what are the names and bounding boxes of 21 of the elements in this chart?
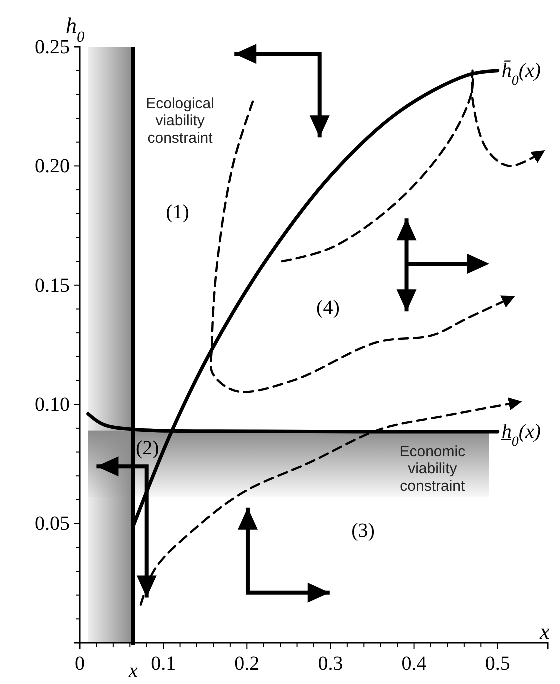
x-tick-label: 0.3 (318, 653, 344, 675)
y-tick-label: 0.05 (35, 513, 70, 536)
series-label: h̄$_{0}$(x) (502, 60, 542, 88)
x-tick-label: 0.2 (234, 653, 260, 675)
y-tick-label: 0.20 (35, 156, 70, 178)
annotation: (4) (316, 296, 340, 319)
annotation: Ecological viability constraint (146, 95, 214, 147)
ref-line-label: x (128, 660, 138, 682)
annotation: (2) (136, 438, 160, 460)
x-tick-label: 0.4 (402, 653, 427, 675)
y-tick-label: 0.15 (35, 274, 70, 297)
x-tick-label: 0 (75, 653, 85, 675)
y-tick-label: 0.10 (35, 394, 70, 416)
annotation: Economic viability constraint (400, 443, 466, 495)
annotation: (1) (166, 201, 190, 224)
x-tick-label: 0.5 (485, 653, 510, 675)
x-axis-title: x (539, 619, 550, 644)
x-tick-label: 0.1 (151, 653, 176, 675)
series-label: h̲$_{0}$(x) (500, 421, 542, 450)
annotation: (3) (352, 520, 375, 542)
y-tick-label: 0.25 (35, 36, 70, 58)
